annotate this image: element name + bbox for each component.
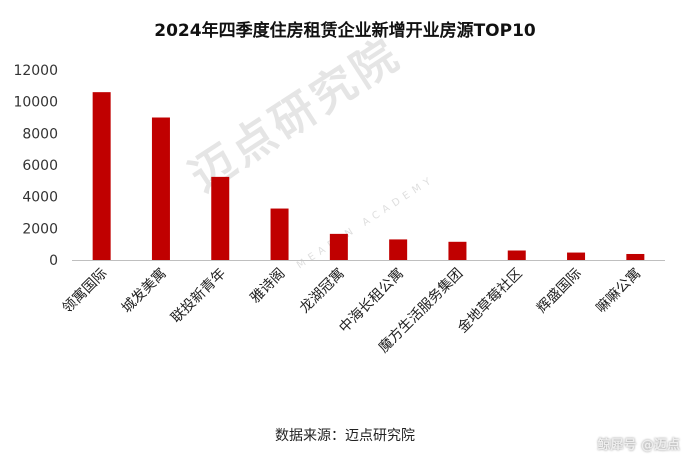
bar: [626, 253, 645, 260]
y-tick-label: 0: [49, 253, 58, 269]
x-tick-label: 城发美寓: [118, 265, 170, 317]
x-tick-label: 联投新青年: [168, 266, 229, 327]
bar: [329, 233, 348, 260]
y-tick-label: 6000: [22, 158, 58, 174]
x-tick-label: 辉盛国际: [534, 266, 585, 317]
y-tick-label: 8000: [22, 126, 58, 142]
x-tick-label: 龙湖冠寓: [296, 265, 348, 317]
y-tick-label: 10000: [13, 95, 58, 111]
bar: [211, 176, 230, 260]
bar: [92, 92, 111, 261]
corner-brand: 鲸犀号 @迈点: [597, 438, 680, 453]
x-tick-label: 嘛嘛公寓: [593, 265, 645, 317]
bar: [567, 252, 586, 260]
chart-title: 2024年四季度住房租赁企业新增开业房源TOP10: [154, 21, 536, 41]
x-tick-label: 雅诗阁: [247, 266, 288, 307]
y-tick-label: 12000: [13, 63, 58, 79]
bar: [448, 241, 467, 260]
source-note: 数据来源：迈点研究院: [275, 428, 415, 444]
x-tick-label: 领寓国际: [59, 265, 111, 317]
y-tick-label: 2000: [22, 221, 58, 237]
bar: [507, 250, 526, 260]
bar: [389, 239, 408, 260]
bar: [151, 117, 170, 260]
y-tick-label: 4000: [22, 190, 58, 206]
bar: [270, 208, 289, 260]
